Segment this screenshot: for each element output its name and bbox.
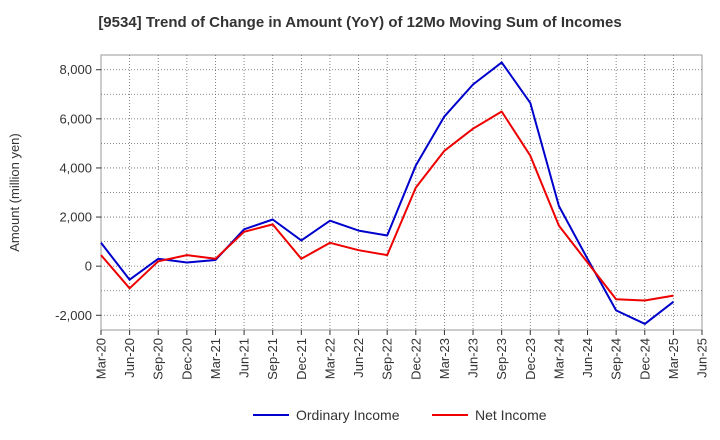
series-line-net-income <box>100 110 674 302</box>
x-tick-label: Dec-20 <box>179 338 194 380</box>
x-tick-label: Mar-23 <box>437 338 452 379</box>
y-axis-ticks: -2,000 0 2,000 4,000 6,000 8,000 <box>55 62 101 323</box>
y-tick-label: 2,000 <box>59 210 92 225</box>
x-tick-label: Jun-24 <box>580 338 595 378</box>
legend-label: Ordinary Income <box>296 407 400 423</box>
x-tick-label: Sep-21 <box>265 338 280 380</box>
x-tick-label: Mar-21 <box>208 338 223 379</box>
chart-title: [9534] Trend of Change in Amount (YoY) o… <box>98 14 622 31</box>
x-tick-label: Sep-24 <box>609 338 624 380</box>
x-axis-ticks: Mar-20 Jun-20 Sep-20 Dec-20 Mar-21 Jun-21 Sep-… <box>94 330 710 380</box>
grid-lines <box>101 55 702 330</box>
x-tick-label: Jun-21 <box>237 338 252 378</box>
x-tick-label: Sep-20 <box>151 338 166 380</box>
y-tick-label: 6,000 <box>59 111 92 126</box>
x-tick-label: Jun-22 <box>351 338 366 378</box>
legend: Ordinary Income Net Income <box>253 407 547 423</box>
x-tick-label: Jun-23 <box>466 338 481 378</box>
y-tick-label: -2,000 <box>55 308 92 323</box>
x-tick-label: Dec-21 <box>294 338 309 380</box>
x-tick-label: Sep-23 <box>494 338 509 380</box>
x-tick-label: Jun-20 <box>122 338 137 378</box>
x-tick-label: Mar-20 <box>94 338 109 379</box>
y-axis-label: Amount (million yen) <box>7 133 22 252</box>
series-lines <box>100 61 675 325</box>
x-tick-label: Mar-24 <box>551 338 566 379</box>
x-tick-label: Dec-22 <box>408 338 423 380</box>
x-tick-label: Dec-24 <box>637 338 652 380</box>
y-tick-label: 0 <box>85 259 92 274</box>
x-tick-label: Mar-22 <box>322 338 337 379</box>
x-tick-label: Sep-22 <box>380 338 395 380</box>
x-tick-label: Dec-23 <box>523 338 538 380</box>
y-tick-label: 8,000 <box>59 62 92 77</box>
series-line-ordinary-income <box>100 61 675 325</box>
legend-label: Net Income <box>475 407 547 423</box>
x-tick-label: Jun-25 <box>695 338 710 378</box>
y-tick-label: 4,000 <box>59 160 92 175</box>
x-tick-label: Mar-25 <box>666 338 681 379</box>
